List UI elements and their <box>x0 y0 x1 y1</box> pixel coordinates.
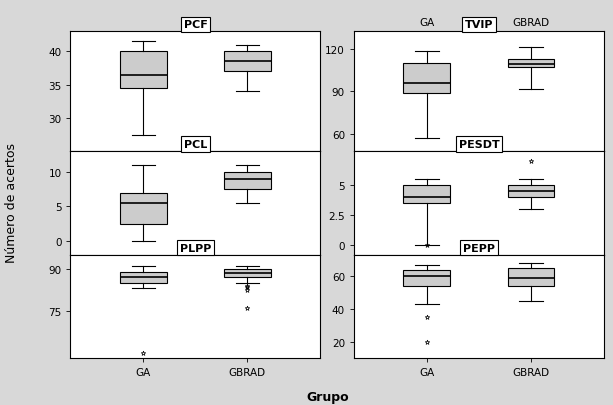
PathPatch shape <box>403 185 451 203</box>
Title: PESDT: PESDT <box>459 140 499 150</box>
PathPatch shape <box>508 268 554 286</box>
PathPatch shape <box>224 269 271 277</box>
PathPatch shape <box>224 52 271 72</box>
Text: Grupo: Grupo <box>306 390 349 403</box>
Title: PCF: PCF <box>183 20 207 30</box>
PathPatch shape <box>224 173 271 190</box>
PathPatch shape <box>120 193 167 224</box>
Text: GA: GA <box>419 17 435 28</box>
PathPatch shape <box>403 270 451 286</box>
PathPatch shape <box>120 52 167 89</box>
PathPatch shape <box>508 60 554 68</box>
Text: GBRAD: GBRAD <box>512 17 549 28</box>
Text: Número de acertos: Número de acertos <box>4 143 18 262</box>
Title: PCL: PCL <box>184 140 207 150</box>
Title: TVIP: TVIP <box>465 20 493 30</box>
PathPatch shape <box>508 185 554 198</box>
Title: PEPP: PEPP <box>463 243 495 253</box>
Title: PLPP: PLPP <box>180 243 211 253</box>
PathPatch shape <box>403 64 451 94</box>
PathPatch shape <box>120 272 167 283</box>
